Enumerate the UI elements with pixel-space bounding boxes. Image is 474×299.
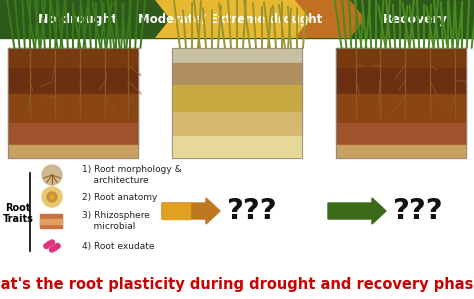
Bar [8, 123, 138, 145]
Text: 1) Root morphology &
    architecture: 1) Root morphology & architecture [82, 165, 182, 185]
Bar [336, 68, 466, 94]
Bar [8, 48, 138, 68]
Bar [172, 136, 302, 158]
Circle shape [49, 247, 55, 252]
Text: Moderate/ Extreme drought: Moderate/ Extreme drought [138, 13, 322, 25]
Circle shape [50, 195, 54, 199]
Bar [336, 48, 466, 68]
Polygon shape [155, 0, 315, 38]
Bar [8, 145, 138, 158]
Text: ???: ??? [227, 197, 277, 225]
Bar [40, 219, 62, 224]
FancyArrow shape [328, 198, 386, 224]
Bar [8, 48, 138, 158]
Polygon shape [350, 0, 474, 38]
Bar [8, 94, 138, 123]
Text: 3) Rhizosphere
    microbial: 3) Rhizosphere microbial [82, 211, 150, 231]
Bar [40, 214, 62, 228]
Bar [336, 123, 466, 145]
Text: 2) Root anatomy: 2) Root anatomy [82, 193, 157, 202]
FancyArrow shape [162, 203, 190, 219]
FancyArrow shape [162, 198, 220, 224]
Text: ???: ??? [392, 197, 443, 225]
Bar [336, 145, 466, 158]
Circle shape [49, 240, 55, 245]
Polygon shape [295, 0, 365, 38]
Circle shape [42, 165, 62, 185]
Text: What's the root plasticity during drought and recovery phases?: What's the root plasticity during drough… [0, 277, 474, 292]
Bar [172, 63, 302, 86]
Bar [8, 68, 138, 94]
Text: Root
Traits: Root Traits [2, 203, 34, 224]
Text: 4) Root exudate: 4) Root exudate [82, 242, 155, 251]
Circle shape [55, 243, 60, 248]
Bar [172, 86, 302, 112]
Bar [172, 48, 302, 158]
Circle shape [47, 241, 52, 246]
Polygon shape [0, 0, 175, 38]
Circle shape [52, 245, 57, 251]
Circle shape [47, 192, 57, 202]
Bar [172, 112, 302, 136]
Bar [172, 48, 302, 63]
Text: No drought: No drought [38, 13, 118, 25]
Circle shape [44, 243, 49, 248]
Circle shape [42, 187, 62, 207]
Bar [336, 48, 466, 158]
Bar [336, 94, 466, 123]
Bar [0, 0, 474, 38]
Text: Recovery: Recovery [383, 13, 447, 25]
